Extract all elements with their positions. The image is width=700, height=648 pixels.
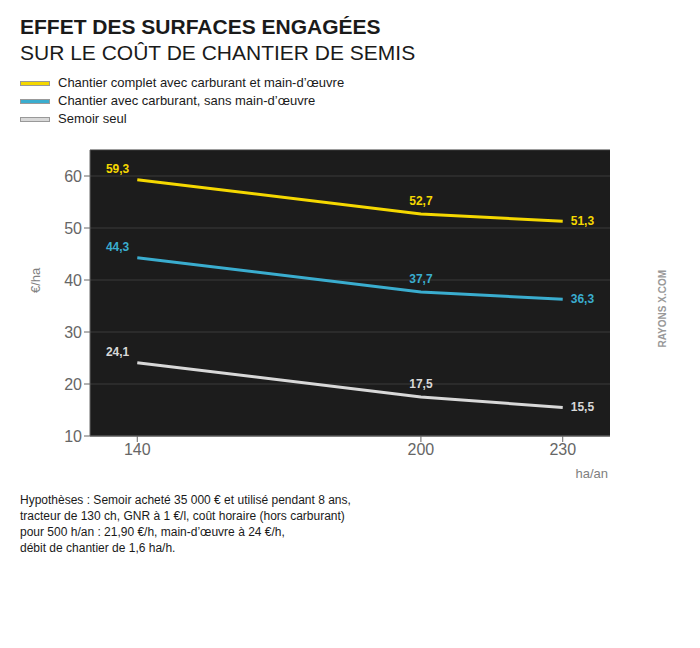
html-text:EFFET DES SURFACES ENGAGÉES: EFFET DES SURFACES ENGAGÉES <box>20 15 381 38</box>
svg-text:51,3: 51,3 <box>571 214 595 228</box>
html-text:Chantier complet avec carburan: Chantier complet avec carburant et main-… <box>58 75 345 90</box>
svg-text:52,7: 52,7 <box>409 194 433 208</box>
svg-text:230: 230 <box>549 441 576 458</box>
svg-text:ha/an: ha/an <box>575 466 608 481</box>
html-text:Chantier avec carburant, sans: Chantier avec carburant, sans main-d’œuv… <box>58 93 316 108</box>
svg-text:15,5: 15,5 <box>571 400 595 414</box>
svg-text:60: 60 <box>64 168 82 185</box>
svg-text:59,3: 59,3 <box>106 162 130 176</box>
svg-text:44,3: 44,3 <box>106 240 130 254</box>
svg-text:17,5: 17,5 <box>409 377 433 391</box>
html-text:tracteur de 130 ch, GNR à 1 €/: tracteur de 130 ch, GNR à 1 €/l, coût ho… <box>20 509 345 523</box>
html-text:pour 500 h/an : 21,90 €/h, mai: pour 500 h/an : 21,90 €/h, main-d’œuvre … <box>20 525 285 539</box>
html-text:Semoir seul: Semoir seul <box>58 111 127 126</box>
html-text:débit de chantier de 1,6 ha/h.: débit de chantier de 1,6 ha/h. <box>20 541 176 555</box>
svg-text:200: 200 <box>408 441 435 458</box>
svg-text:36,3: 36,3 <box>571 292 595 306</box>
svg-text:10: 10 <box>64 428 82 445</box>
html-text:Hypothèses : Semoir acheté 35: Hypothèses : Semoir acheté 35 000 € et u… <box>20 493 351 507</box>
svg-text:€/ha: €/ha <box>28 267 43 293</box>
svg-text:50: 50 <box>64 220 82 237</box>
svg-text:40: 40 <box>64 272 82 289</box>
svg-text:20: 20 <box>64 376 82 393</box>
svg-text:140: 140 <box>124 441 151 458</box>
html-text:RAYONS X.COM: RAYONS X.COM <box>656 270 668 348</box>
html-text:SUR LE COÛT DE CHANTIER DE SEM: SUR LE COÛT DE CHANTIER DE SEMIS <box>20 41 416 64</box>
svg-text:24,1: 24,1 <box>106 345 130 359</box>
svg-text:30: 30 <box>64 324 82 341</box>
svg-text:37,7: 37,7 <box>409 272 433 286</box>
